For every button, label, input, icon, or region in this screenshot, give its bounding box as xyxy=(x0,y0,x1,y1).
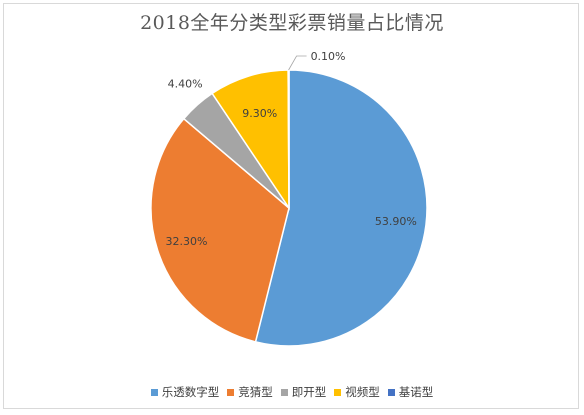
legend-item-2: 即开型 xyxy=(280,384,327,400)
chart-legend: 乐透数字型 竞猜型 即开型 视频型 基诺型 xyxy=(0,384,584,400)
legend-swatch-1 xyxy=(227,388,235,396)
pie-slice-0 xyxy=(254,69,428,347)
legend-label-1: 竞猜型 xyxy=(238,385,273,399)
legend-item-4: 基诺型 xyxy=(387,384,434,400)
legend-label-0: 乐透数字型 xyxy=(161,385,220,399)
legend-swatch-4 xyxy=(387,388,395,396)
data-label-4: 0.10% xyxy=(311,50,346,63)
legend-item-1: 竞猜型 xyxy=(227,384,273,400)
pie-slice-1 xyxy=(150,117,290,343)
pie-slice-3 xyxy=(211,69,290,211)
legend-swatch-3 xyxy=(334,388,342,396)
legend-item-0: 乐透数字型 xyxy=(150,384,220,400)
legend-label-3: 视频型 xyxy=(345,385,380,399)
leader-line-4 xyxy=(288,55,307,71)
data-label-2: 4.40% xyxy=(168,78,203,91)
legend-swatch-2 xyxy=(280,388,288,396)
legend-label-4: 基诺型 xyxy=(398,385,434,399)
data-label-1: 32.30% xyxy=(166,235,208,248)
data-label-3: 9.30% xyxy=(242,107,277,120)
legend-swatch-0 xyxy=(150,388,158,396)
legend-item-3: 视频型 xyxy=(334,384,380,400)
chart-title: 2018全年分类型彩票销量占比情况 xyxy=(140,12,444,34)
pie-slice-4 xyxy=(287,69,290,209)
data-label-0: 53.90% xyxy=(375,215,417,228)
legend-label-2: 即开型 xyxy=(291,385,327,399)
